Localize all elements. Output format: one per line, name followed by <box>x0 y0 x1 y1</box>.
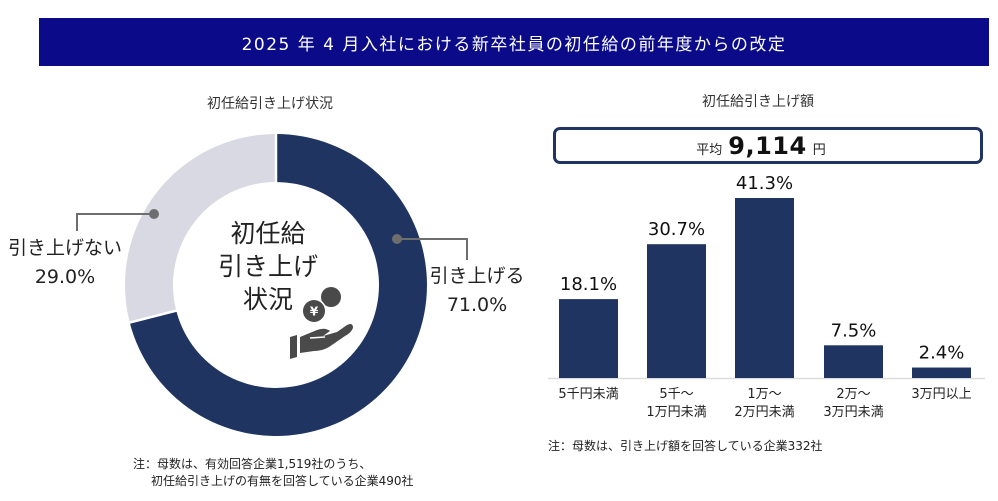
segment-label-not-raising: 引き上げない 29.0% <box>0 234 130 292</box>
donut-center-label: 初任給 引き上げ 状況 <box>208 217 328 316</box>
bar <box>912 367 971 378</box>
bar-category-label: 1万円未満 <box>646 405 706 420</box>
donut-center-line-3: 状況 <box>242 285 293 314</box>
average-amount-box: 平均 9,114 円 <box>553 127 983 164</box>
donut-center-line-2: 引き上げ <box>217 252 318 281</box>
donut-note-line-2: 初任給引き上げの有無を回答している企業490社 <box>151 474 414 488</box>
segment-label-raising-name: 引き上げる <box>429 265 525 287</box>
donut-segment-not-raising <box>125 134 277 323</box>
donut-center-line-1: 初任給 <box>230 219 306 248</box>
bar <box>559 299 618 378</box>
donut-chart <box>125 133 427 437</box>
bar-category-label: 1万〜 <box>747 387 781 402</box>
bar-category-label: 3万円未満 <box>823 405 883 420</box>
page-header: 2025 年 4 月入社における新卒社員の初任給の前年度からの改定 <box>39 18 989 66</box>
bar-chart-title: 初任給引き上げ額 <box>702 94 814 110</box>
bar-value-label: 7.5% <box>831 320 877 341</box>
bar-category-label: 3万円以上 <box>911 387 971 402</box>
bar-value-label: 41.3% <box>736 173 793 194</box>
donut-chart-title: 初任給引き上げ状況 <box>207 96 333 112</box>
bar-series: 18.1% 5千円未満 30.7% 5千〜 1万円未満 41.3% 1万〜 2万円未満 7.5%… <box>558 173 971 420</box>
segment-label-raising-value: 71.0% <box>446 294 508 316</box>
bar <box>647 244 706 378</box>
average-value: 9,114 <box>728 131 807 160</box>
svg-text:¥: ¥ <box>310 305 319 319</box>
bar-category-label: 5千〜 <box>659 387 693 402</box>
donut-note-line-1: 注：母数は、有効回答企業1,519社のうち、 <box>133 457 372 471</box>
donut-segment-separator <box>128 309 178 325</box>
bar-category-label: 5千円未満 <box>558 387 618 402</box>
bar-value-label: 18.1% <box>560 274 617 295</box>
donut-note: 注：母数は、有効回答企業1,519社のうち、 初任給引き上げの有無を回答している… <box>133 456 414 490</box>
yen-coin-hand-icon: ¥ <box>275 285 360 370</box>
bar-value-label: 2.4% <box>919 343 965 364</box>
donut-segment-raising <box>129 134 427 437</box>
bar <box>735 198 794 378</box>
bar-category-label: 2万円未満 <box>734 405 794 420</box>
segment-label-not-raising-value: 29.0% <box>34 266 96 288</box>
bar-value-label: 30.7% <box>648 219 705 240</box>
bar <box>824 345 883 378</box>
bar-chart-note: 注：母数は、引き上げ額を回答している企業332社 <box>548 439 823 453</box>
segment-label-raising: 引き上げる 71.0% <box>417 262 537 320</box>
average-prefix: 平均 <box>696 142 723 158</box>
average-unit: 円 <box>812 142 826 158</box>
bar-category-label: 2万〜 <box>836 387 870 402</box>
segment-label-not-raising-name: 引き上げない <box>7 237 122 259</box>
page-title: 2025 年 4 月入社における新卒社員の初任給の前年度からの改定 <box>241 34 787 55</box>
